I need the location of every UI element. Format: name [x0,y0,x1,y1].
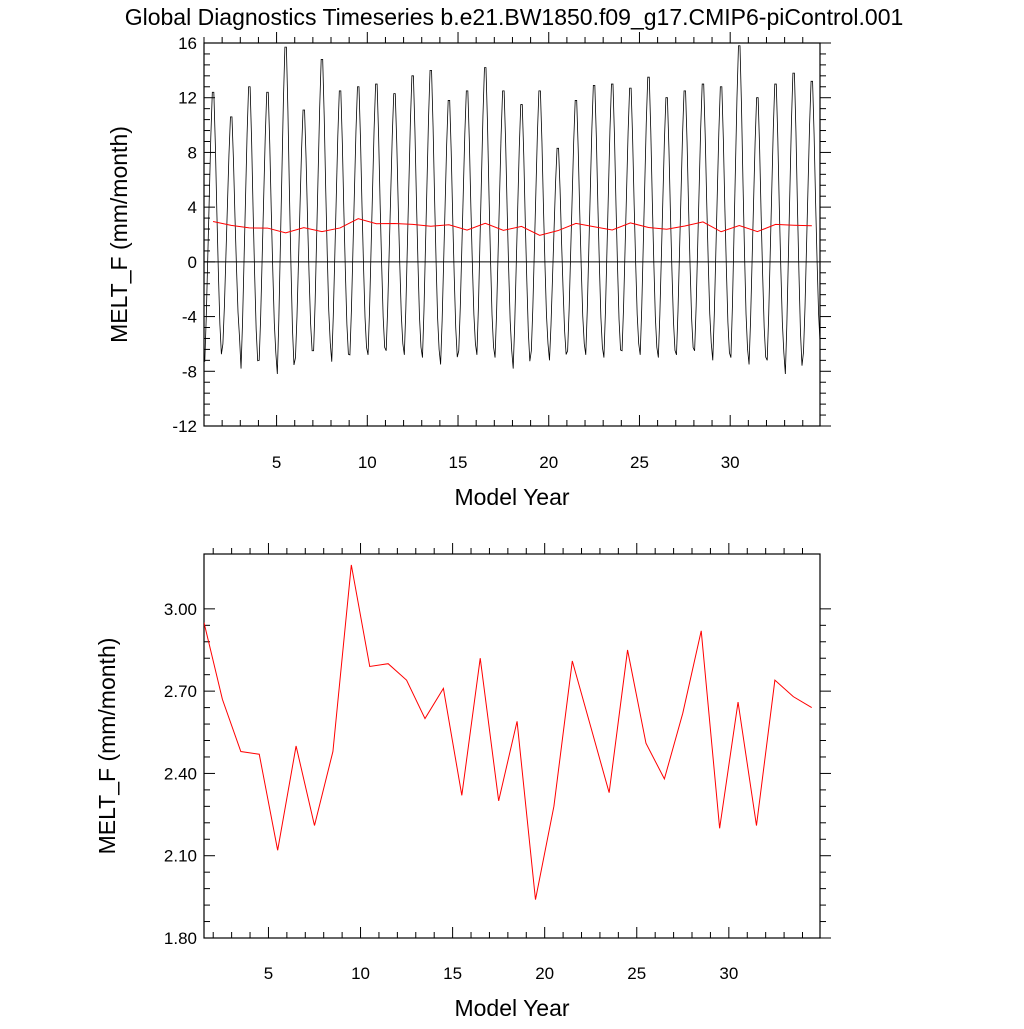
x-tick-label: 30 [721,453,740,472]
y-tick-label: 12 [178,89,197,108]
y-axis-title: MELT_F (mm/month) [106,126,132,343]
x-tick-label: 5 [264,964,273,983]
y-tick-label: 2.70 [164,682,197,701]
annual-mean-series-line [212,218,812,236]
plot-area [204,564,812,900]
plot-frame [203,553,821,939]
y-tick-label: 8 [188,143,197,162]
y-tick-label: 0 [188,253,197,272]
x-tick-label: 20 [535,964,554,983]
x-tick-label: 15 [449,453,468,472]
x-tick-label: 15 [443,964,462,983]
y-axis-title: MELT_F (mm/month) [94,638,120,855]
bottom-panel: 5 10 15 20 25 30 1.80 2.10 2.40 2.70 3.00 Model Yea… [94,543,831,1021]
y-tick-label: 1.80 [164,929,197,948]
top-panel: 5 10 15 20 25 30 -12 -8 -4 0 4 8 12 16 Model Year MELT_… [106,32,831,510]
x-tick-label: 10 [358,453,377,472]
x-tick-label: 25 [630,453,649,472]
x-tick-label: 10 [351,964,370,983]
y-tick-label: -4 [182,308,197,327]
x-tick-label: 5 [272,453,281,472]
x-tick-label: 25 [627,964,646,983]
y-tick-label: 4 [188,198,197,217]
y-tick-label: 2.10 [164,847,197,866]
x-axis-title: Model Year [454,484,569,510]
y-tick-label: 3.00 [164,600,197,619]
y-tick-label: -12 [172,417,197,436]
y-tick-label: 16 [178,34,197,53]
plot-area [204,45,820,375]
x-tick-label: 20 [539,453,558,472]
monthly-series-line [204,45,820,375]
x-axis-title: Model Year [454,995,569,1021]
y-tick-label: 2.40 [164,764,197,783]
annual-mean-series-line [204,564,812,900]
x-tick-label: 30 [719,964,738,983]
y-tick-label: -8 [182,362,197,381]
figure-title: Global Diagnostics Timeseries b.e21.BW18… [125,4,904,30]
plot-frame [203,42,821,427]
